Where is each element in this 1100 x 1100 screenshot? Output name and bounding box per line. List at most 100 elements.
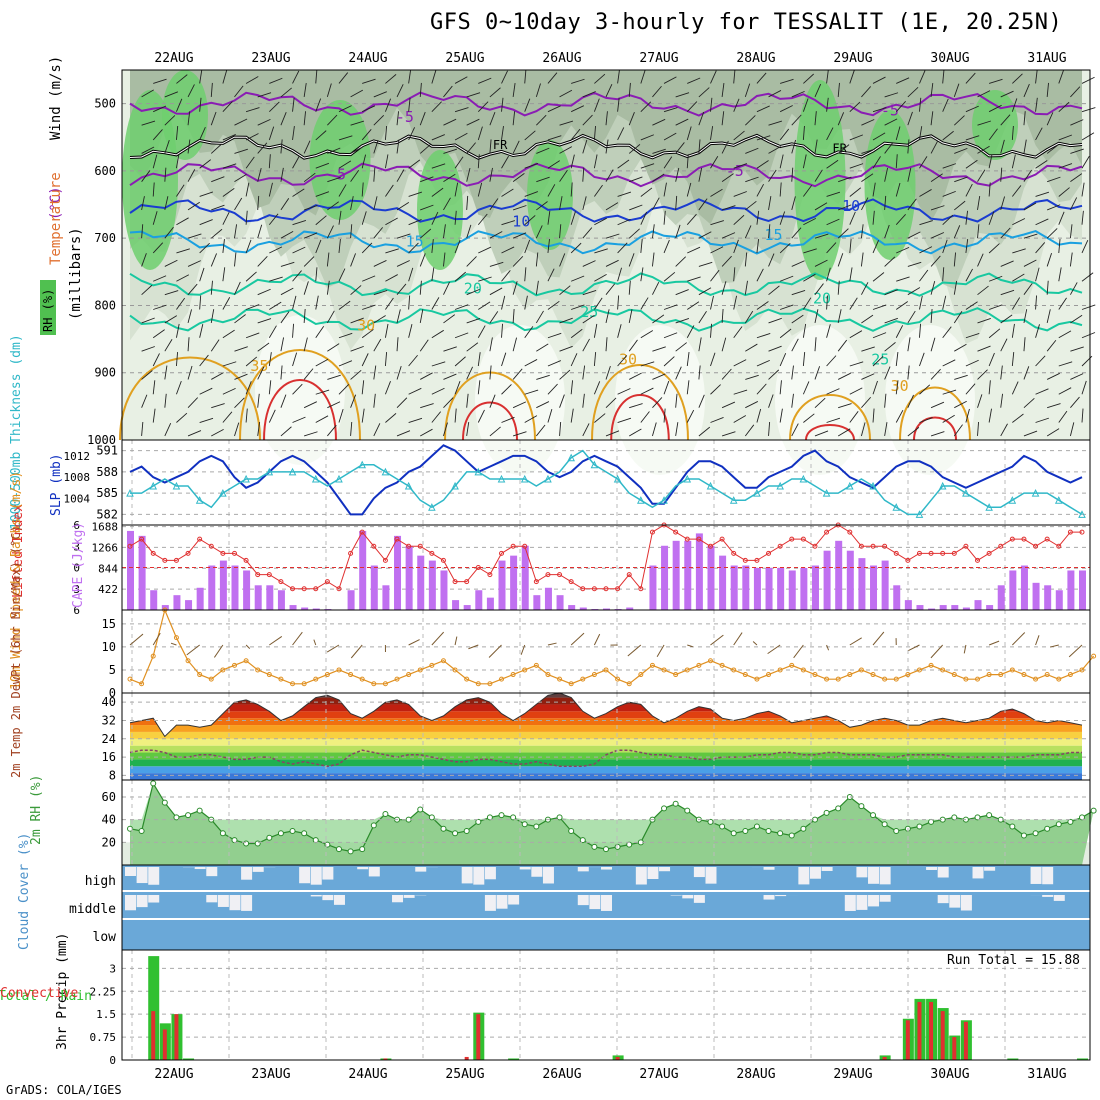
wind-marker xyxy=(649,662,655,668)
wind-marker xyxy=(417,667,423,673)
wind-barb xyxy=(791,365,794,380)
wind-barb xyxy=(396,84,404,98)
wind-barb xyxy=(512,431,527,437)
wind-barb-10m xyxy=(186,644,200,656)
wind-barb xyxy=(512,368,523,380)
wind-barb xyxy=(1012,73,1023,84)
wind-marker xyxy=(870,672,876,678)
wind-barb xyxy=(524,69,527,84)
wind-barb xyxy=(942,239,948,254)
wind-barb xyxy=(1058,163,1073,169)
wind-barb xyxy=(930,431,945,437)
cloud-high-gap xyxy=(542,867,554,884)
wind-barb-10m xyxy=(908,644,920,652)
wind-barb xyxy=(988,352,995,367)
thickness-marker xyxy=(799,474,808,483)
wind-marker xyxy=(754,676,760,682)
wind-barb xyxy=(384,352,388,367)
wind-barb xyxy=(327,401,341,409)
wind-barb xyxy=(489,139,492,154)
wind-barb xyxy=(791,289,806,296)
wind-barb xyxy=(384,154,389,169)
wind-barb xyxy=(907,139,910,154)
wind-barb xyxy=(547,160,560,169)
dry-patch-4 xyxy=(885,325,975,475)
wind-label: Wind (m/s) xyxy=(48,56,64,140)
cloud-high-gap xyxy=(809,867,821,879)
contour-label: -5 xyxy=(881,101,899,119)
wind-barb-10m xyxy=(849,637,862,646)
wind-barb xyxy=(257,224,263,239)
temp-band xyxy=(130,773,1082,780)
wind-barb xyxy=(152,353,160,367)
cape-bar xyxy=(962,607,970,610)
wind-barb xyxy=(988,243,1000,254)
wind-barb xyxy=(686,154,689,169)
wind-barb xyxy=(559,146,573,154)
wind-barb xyxy=(350,224,353,239)
wind-barb xyxy=(756,210,760,225)
wind-barb xyxy=(559,169,568,182)
wind-marker xyxy=(742,672,748,678)
rh-marker xyxy=(219,830,226,837)
wind-barb xyxy=(849,267,853,282)
wind-barb xyxy=(803,413,815,423)
lifted-marker xyxy=(882,543,888,549)
wind-barb xyxy=(466,195,469,210)
wind-barb xyxy=(141,146,155,154)
cloud-mid-gap xyxy=(1042,895,1054,897)
wind-barb xyxy=(802,352,806,367)
wind-barb xyxy=(443,252,446,267)
wind-barb xyxy=(257,342,270,352)
rh-marker xyxy=(753,823,760,830)
wind-barb xyxy=(686,380,690,395)
wind-barb xyxy=(861,396,872,409)
cape-bar xyxy=(440,570,448,610)
cape-bar xyxy=(498,560,506,610)
wind-barb xyxy=(141,196,145,211)
wind-barb xyxy=(1047,176,1061,183)
wind-barb xyxy=(361,329,374,339)
wind-barb xyxy=(315,415,329,423)
wind-barb xyxy=(512,308,515,323)
lifted-marker xyxy=(940,550,946,556)
wind-marker xyxy=(916,667,922,673)
wind-barb xyxy=(477,409,485,423)
wind-barb xyxy=(872,182,876,197)
thickness-marker xyxy=(520,474,529,483)
wind-barb xyxy=(698,111,705,126)
wind-barb xyxy=(477,101,489,113)
wind-barb xyxy=(802,154,807,169)
wind-barb xyxy=(733,163,748,169)
cape-bar xyxy=(765,567,773,610)
date-label-top: 27AUG xyxy=(639,51,678,66)
wind-barb xyxy=(222,387,236,395)
wind-barb xyxy=(1000,139,1005,154)
wind-barb xyxy=(582,393,585,408)
wind-barb xyxy=(942,326,952,339)
wind-barb xyxy=(768,120,783,126)
cape-bar xyxy=(788,570,796,610)
wind-barb xyxy=(431,211,439,225)
cloud-mid-gap xyxy=(206,895,218,903)
contour-label: 20 xyxy=(464,280,482,298)
pressure-tick: 900 xyxy=(94,366,116,380)
wind-barb xyxy=(907,198,917,211)
rh-marker xyxy=(417,806,424,813)
wind-barb xyxy=(350,369,362,380)
wind-barb xyxy=(559,89,573,98)
wind-barb xyxy=(744,424,755,437)
cape-bar xyxy=(823,550,831,610)
wind-barb xyxy=(268,154,271,169)
wind-barb xyxy=(326,252,330,267)
wind-barb xyxy=(187,169,196,182)
wind-barb xyxy=(210,143,222,154)
wind-barb xyxy=(1046,112,1054,126)
wind-barb xyxy=(431,239,434,254)
wind-barb xyxy=(396,169,405,182)
wind-marker xyxy=(835,676,841,682)
wind-barb xyxy=(176,297,186,310)
rh-marker xyxy=(765,828,772,834)
wind-barb xyxy=(1000,365,1003,380)
wind-barb xyxy=(1058,70,1064,84)
